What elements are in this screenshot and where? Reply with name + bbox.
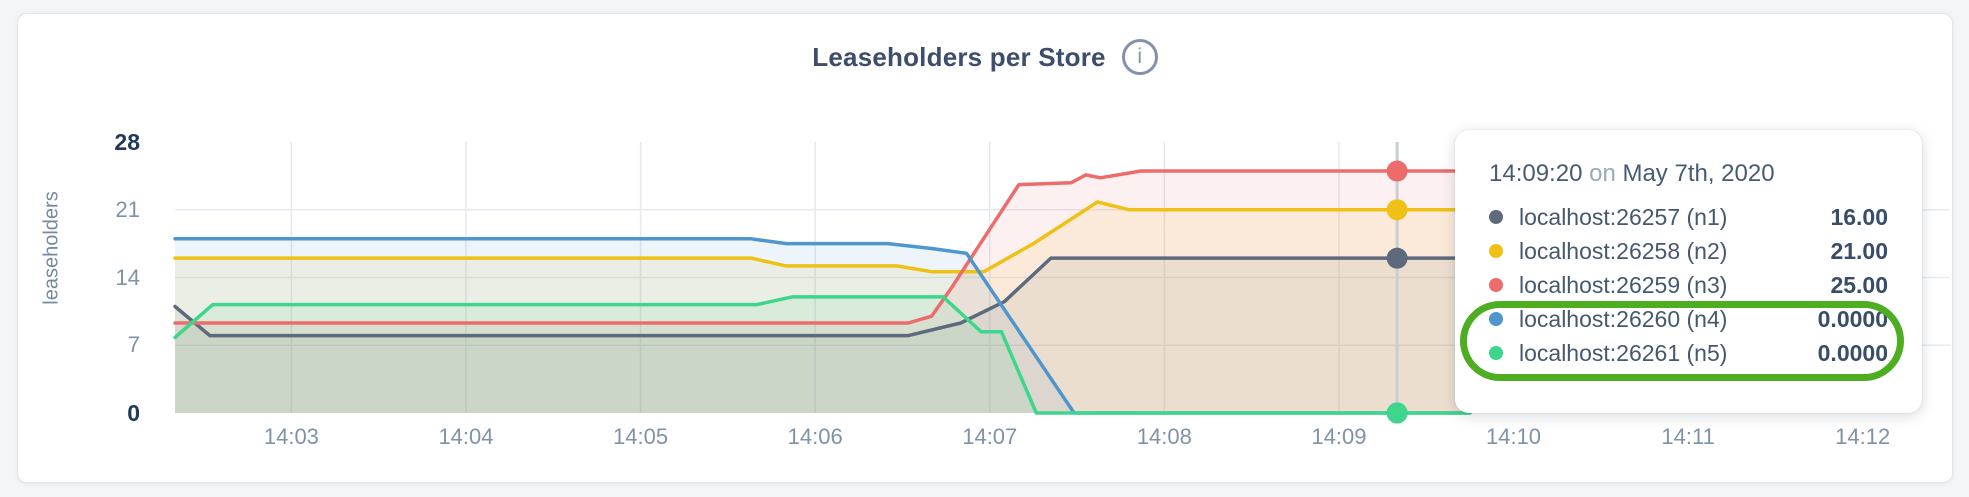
- series-line-n1: [173, 256, 1472, 338]
- series-area-n1: [175, 258, 1470, 413]
- series-color-dot: [1489, 312, 1503, 326]
- x-tick-label: 14:11: [1661, 424, 1715, 449]
- cursor-dot-n1: [1386, 247, 1408, 269]
- cursor-dot-n2: [1386, 199, 1408, 221]
- series-line-n3: [173, 169, 1472, 325]
- info-icon-glyph: i: [1137, 45, 1143, 68]
- series-name: localhost:26261 (n5): [1519, 339, 1728, 366]
- series-name: localhost:26260 (n4): [1519, 305, 1728, 332]
- series-value: 0.0000: [1817, 339, 1888, 366]
- chart-title: Leaseholders per Store: [812, 41, 1106, 72]
- cursor-dot-n3: [1386, 160, 1408, 182]
- series-line-n5: [173, 295, 1472, 415]
- series-value: 16.00: [1830, 203, 1888, 230]
- series-value: 21.00: [1830, 237, 1888, 264]
- y-tick-label: 0: [127, 400, 140, 426]
- series-area-n2: [175, 202, 1470, 413]
- series-area-n5: [175, 296, 1470, 413]
- chart-header: Leaseholders per Store i: [18, 39, 1952, 75]
- info-icon[interactable]: i: [1121, 39, 1158, 75]
- x-tick-label: 14:09: [1311, 424, 1367, 449]
- tooltip-series-row: localhost:26257 (n1) 16.00: [1489, 200, 1888, 234]
- series-color-dot: [1489, 210, 1503, 224]
- series-name: localhost:26258 (n2): [1519, 237, 1728, 264]
- series-value: 25.00: [1830, 271, 1888, 298]
- tooltip-series-row: localhost:26259 (n3) 25.00: [1489, 268, 1888, 302]
- series-line-n2: [173, 200, 1472, 274]
- x-tick-label: 14:06: [787, 424, 843, 449]
- x-tick-label: 14:12: [1835, 424, 1891, 449]
- tooltip-series-list: localhost:26257 (n1) 16.00 localhost:26258…: [1489, 200, 1888, 370]
- tooltip-date: May 7th, 2020: [1622, 160, 1775, 187]
- series-area-n4: [175, 238, 1470, 413]
- hover-tooltip: 14:09:20 on May 7th, 2020 localhost:2625…: [1455, 130, 1922, 413]
- x-tick-label: 14:07: [962, 424, 1018, 449]
- tooltip-series-row: localhost:26261 (n5) 0.0000: [1489, 336, 1888, 370]
- series-value: 0.0000: [1817, 305, 1888, 332]
- series-color-dot: [1489, 278, 1503, 292]
- series-color-dot: [1489, 244, 1503, 258]
- tooltip-series-row: localhost:26258 (n2) 21.00: [1489, 234, 1888, 268]
- cursor-dot-n5: [1386, 402, 1408, 424]
- y-tick-label: 14: [115, 264, 140, 290]
- x-tick-label: 14:03: [263, 424, 319, 449]
- tooltip-series-row: localhost:26260 (n4) 0.0000: [1489, 302, 1888, 336]
- series-name: localhost:26259 (n3): [1519, 271, 1728, 298]
- y-tick-label: 21: [115, 196, 140, 222]
- series-name: localhost:26257 (n1): [1519, 203, 1728, 230]
- y-tick-label: 7: [127, 332, 140, 358]
- x-tick-label: 14:05: [613, 424, 669, 449]
- series-area-n3: [175, 171, 1470, 413]
- series-color-dot: [1489, 346, 1503, 360]
- tooltip-time: 14:09:20: [1489, 160, 1583, 187]
- y-tick-label: 28: [114, 129, 140, 155]
- x-tick-label: 14:04: [438, 424, 494, 449]
- x-tick-label: 14:10: [1485, 424, 1542, 449]
- tooltip-timestamp: 14:09:20 on May 7th, 2020: [1489, 160, 1888, 188]
- tooltip-connector: on: [1589, 160, 1616, 187]
- x-tick-label: 14:08: [1136, 424, 1192, 449]
- series-line-n4: [173, 237, 1472, 415]
